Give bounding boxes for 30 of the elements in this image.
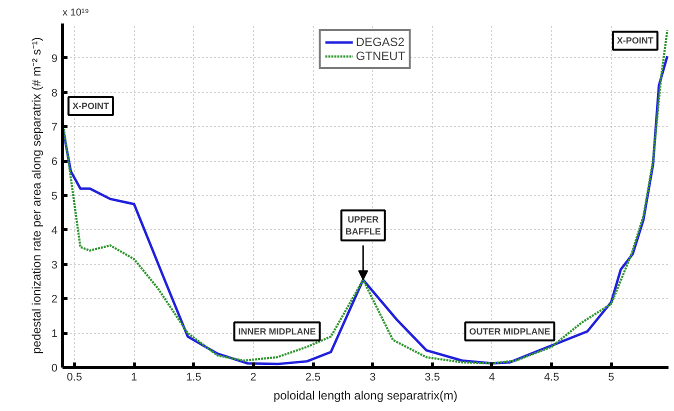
y-tick-label: 8 — [51, 87, 58, 100]
x-tick-label: 2.5 — [305, 372, 321, 384]
legend-label: DEGAS2 — [356, 35, 405, 49]
annotation: OUTER MIDPLANE — [469, 326, 550, 336]
x-tick-label: 1.5 — [186, 372, 202, 384]
y-tick-label: 2 — [51, 294, 58, 306]
x-tick-label: 3.5 — [424, 372, 440, 384]
x-tick-label: 4 — [488, 372, 496, 384]
y-tick-label: 5 — [51, 190, 58, 202]
x-tick-label: 0.5 — [66, 372, 82, 384]
y-tick-label: 4 — [51, 224, 58, 237]
x-tick-label: 1 — [131, 372, 138, 384]
x-tick-label: 4.5 — [544, 372, 560, 384]
y-tick-label: 3 — [51, 259, 58, 272]
x-tick-label: 3 — [370, 372, 376, 384]
legend-label: GTNEUT — [356, 49, 406, 63]
text: x 10¹⁹ — [62, 8, 90, 18]
annotation: INNER MIDPLANE — [238, 326, 316, 336]
annotation: X-POINT — [72, 101, 110, 112]
annotation: X-POINT — [616, 36, 654, 46]
y-tick-label: 6 — [51, 156, 58, 168]
y-tick-label: 7 — [51, 122, 58, 134]
x-axis-title: poloidal length along separatrix(m) — [273, 388, 458, 402]
y-tick-label: 9 — [51, 52, 58, 65]
y-tick-label: 1 — [51, 328, 58, 340]
y-axis-title: pedestal ionization rate per area along separatrix (# m⁻² s⁻¹) — [29, 37, 44, 354]
x-tick-label: 5 — [608, 372, 614, 384]
y-tick-label: 0 — [51, 362, 58, 374]
x-tick-label: 2 — [250, 372, 256, 384]
annotation: UPPER BAFFLE — [345, 214, 381, 236]
